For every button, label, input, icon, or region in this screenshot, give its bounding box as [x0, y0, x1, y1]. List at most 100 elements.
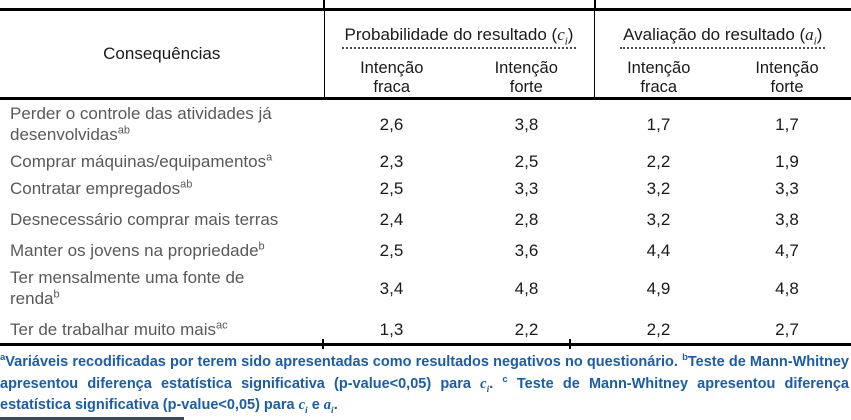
value-cell: 3,3: [775, 179, 799, 198]
footnote-text: e: [307, 397, 324, 413]
row-label-cell: Perder o controle das atividades já dese…: [0, 99, 324, 149]
subheader-row: Intenção fraca Intenção forte Intenção f…: [0, 58, 851, 100]
value-cell: 2,3: [379, 152, 404, 171]
value-cell: 4,4: [646, 241, 671, 260]
value-cell: 3,2: [646, 210, 671, 229]
column-divider-stub: [322, 339, 324, 349]
row-label-text: Ter de trabalhar muito mais: [10, 320, 216, 339]
value-cell: 3,2: [646, 179, 671, 198]
value-cell: 3,8: [775, 210, 799, 229]
group-header-probabilidade-text: Probabilidade do resultado (ci): [341, 25, 577, 49]
math-var-c: c: [480, 375, 487, 392]
group-header-avaliacao-text: Avaliação do resultado (ai): [620, 25, 826, 49]
table-footnote: aVariáveis recodificadas por terem sido …: [0, 352, 849, 417]
group-header-avaliacao: Avaliação do resultado (ai): [593, 9, 851, 58]
table-header: Consequências Probabilidade do resultado…: [0, 9, 851, 100]
value-cell: 3,4: [379, 278, 404, 298]
row-label-cell: Ter mensalmente uma fonte de rendab: [0, 264, 324, 312]
value-cell: 1,7: [646, 114, 671, 134]
group-title-prefix: Avaliação do resultado (: [623, 25, 806, 44]
footnote-text: Teste de Mann-Whitney apresentou diferen…: [0, 354, 849, 392]
group-title-suffix: ): [816, 25, 823, 44]
value-cell: 4,8: [514, 278, 539, 298]
footnote-text: .: [333, 397, 338, 413]
math-sub-i: i: [305, 405, 308, 416]
table-body: Perder o controle das atividades já dese…: [0, 99, 851, 346]
row-label-text: Contratar empregados: [10, 179, 181, 198]
cutoff-rule-fragment: [0, 417, 184, 420]
group-header-row: Consequências Probabilidade do resultado…: [0, 9, 851, 100]
subheader-intencao-fraca-prob: Intenção fraca: [324, 58, 459, 100]
row-label-text: Manter os jovens na propriedade: [10, 241, 259, 260]
row-label: Desnecessário comprar mais terras: [10, 209, 298, 230]
table-row: Ter de trabalhar muito maisac 1,3 2,2 2,…: [0, 312, 851, 346]
value-cell: 1,9: [775, 152, 799, 171]
group-header-probabilidade: Probabilidade do resultado (ci): [324, 10, 594, 59]
math-var-a: a: [323, 397, 332, 413]
value-cell: 4,8: [775, 278, 799, 298]
table-row: Desnecessário comprar mais terras 2,4 2,…: [0, 202, 851, 233]
row-label: Ter de trabalhar muito maisac: [10, 319, 298, 340]
subheader-intencao-forte-prob: Intenção forte: [459, 58, 594, 100]
value-cell: 2,5: [514, 152, 539, 171]
footnote-text: .: [489, 375, 503, 392]
subheader-intencao-forte-aval: Intenção forte: [723, 58, 851, 100]
value-cell: 2,8: [514, 210, 539, 229]
row-label-superscript: ac: [215, 319, 228, 332]
row-label: Contratar empregadosab: [10, 178, 298, 199]
math-var-c: c: [298, 397, 306, 413]
value-cell: 2,4: [379, 210, 404, 229]
value-cell: 1,7: [775, 114, 799, 134]
row-label-text: Ter mensalmente uma fonte de renda: [10, 268, 245, 308]
row-label-superscript: ab: [117, 124, 130, 137]
row-label: Manter os jovens na propriedadeb: [10, 240, 298, 261]
row-label-cell: Desnecessário comprar mais terras: [0, 202, 324, 233]
row-label-cell: Ter de trabalhar muito maisac: [0, 312, 324, 346]
footnote-text: Teste de Mann-Whitney apresentou diferen…: [0, 375, 849, 414]
value-cell: 2,6: [379, 114, 404, 134]
math-var-a: a: [805, 25, 814, 44]
value-cell: 2,5: [379, 179, 404, 198]
value-cell: 2,2: [459, 312, 594, 346]
row-label-text: Comprar máquinas/equipamentos: [10, 152, 267, 171]
row-label-superscript: b: [258, 240, 265, 253]
table-row: Ter mensalmente uma fonte de rendab 3,4 …: [0, 264, 851, 312]
value-cell: 3,8: [514, 114, 539, 134]
value-cell: 2,7: [723, 312, 851, 346]
value-cell: 1,3: [324, 312, 459, 346]
column-divider-stub: [323, 0, 325, 8]
math-sub-i: i: [564, 35, 568, 48]
row-label-text: Perder o controle das atividades já dese…: [10, 104, 272, 144]
row-label: Comprar máquinas/equipamentosa: [10, 151, 298, 172]
row-label-cell: Comprar máquinas/equipamentosa: [0, 148, 324, 175]
value-cell: 3,3: [514, 179, 539, 198]
subheader-intencao-fraca-aval: Intenção fraca: [593, 58, 723, 100]
row-label-superscript: a: [266, 151, 273, 164]
row-label-text: Desnecessário comprar mais terras: [10, 210, 279, 229]
row-label-superscript: ab: [180, 178, 193, 191]
footnote-superscript-a: a: [0, 352, 6, 364]
value-cell: 2,5: [379, 241, 404, 260]
math-sub-i: i: [486, 384, 490, 395]
math-sub-i: i: [813, 35, 817, 48]
row-label: Perder o controle das atividades já dese…: [10, 103, 298, 145]
math-sub-i: i: [331, 405, 334, 416]
table-row: Contratar empregadosab 2,5 3,3 3,2 3,3: [0, 175, 851, 202]
group-title-prefix: Probabilidade do resultado (: [344, 25, 558, 44]
table-row: Perder o controle das atividades já dese…: [0, 99, 851, 149]
math-var-c: c: [557, 25, 565, 44]
table-row: Comprar máquinas/equipamentosa 2,3 2,5 2…: [0, 148, 851, 175]
column-header-consequencias: Consequências: [0, 9, 325, 100]
row-label: Ter mensalmente uma fonte de rendab: [10, 267, 298, 309]
results-table: Consequências Probabilidade do resultado…: [0, 8, 851, 346]
value-cell: 3,6: [514, 241, 539, 260]
table-row: Manter os jovens na propriedadeb 2,5 3,6…: [0, 233, 851, 264]
column-divider-stub: [569, 339, 571, 349]
value-cell: 4,9: [646, 278, 671, 298]
row-label-cell: Manter os jovens na propriedadeb: [0, 233, 324, 264]
footnote-superscript-b: b: [682, 352, 688, 364]
row-label-superscript: b: [53, 288, 60, 301]
group-title-suffix: ): [567, 25, 574, 44]
footnote-text: Variáveis recodificadas por terem sido a…: [5, 354, 683, 370]
